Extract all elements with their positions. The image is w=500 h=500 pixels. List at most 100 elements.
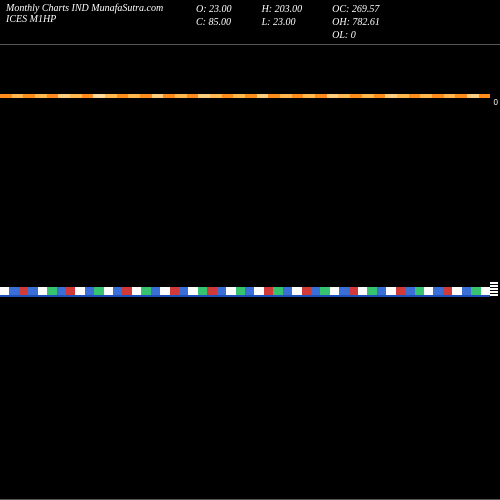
band-segment — [105, 94, 117, 98]
band-segment — [151, 287, 160, 295]
band-segment — [358, 287, 367, 295]
band-segment — [163, 94, 175, 98]
lower-band-underline — [0, 295, 490, 297]
stat-high: H: 203.00 — [262, 3, 303, 16]
band-segment — [93, 94, 105, 98]
band-segment — [113, 287, 122, 295]
band-segment — [397, 94, 409, 98]
stat-low: L: 23.00 — [262, 16, 303, 29]
band-segment — [122, 287, 131, 295]
band-segment — [207, 287, 216, 295]
band-segment — [424, 287, 433, 295]
band-segment — [303, 94, 315, 98]
band-segment — [433, 287, 442, 295]
stats-col-2: H: 203.00 L: 23.00 — [262, 3, 303, 44]
band-segment — [47, 94, 59, 98]
band-segment — [175, 94, 187, 98]
band-segment — [245, 287, 254, 295]
stats-col-1: O: 23.00 C: 85.00 — [196, 3, 232, 44]
title-right: ICES M1HP — [6, 14, 56, 25]
band-segment — [292, 287, 301, 295]
band-segment — [140, 94, 152, 98]
stat-open: O: 23.00 — [196, 3, 232, 16]
band-segment — [233, 94, 245, 98]
band-segment — [66, 287, 75, 295]
band-segment — [58, 94, 70, 98]
band-segment — [28, 287, 37, 295]
stack-bar — [490, 294, 498, 296]
band-segment — [268, 94, 280, 98]
band-segment — [481, 287, 490, 295]
header-left: Monthly Charts IND MunafaSutra.com ICES … — [6, 3, 196, 44]
band-segment — [455, 94, 467, 98]
band-segment — [257, 94, 269, 98]
band-segment — [443, 287, 452, 295]
band-segment — [444, 94, 456, 98]
band-segment — [210, 94, 222, 98]
band-segment — [432, 94, 444, 98]
band-segment — [0, 94, 12, 98]
band-segment — [75, 287, 84, 295]
band-segment — [471, 287, 480, 295]
band-segment — [311, 287, 320, 295]
band-segment — [245, 94, 257, 98]
band-segment — [327, 94, 339, 98]
band-segment — [254, 287, 263, 295]
band-segment — [38, 287, 47, 295]
band-segment — [0, 287, 9, 295]
band-segment — [82, 94, 94, 98]
band-segment — [377, 287, 386, 295]
band-segment — [273, 287, 282, 295]
band-segment — [302, 287, 311, 295]
stats-col-3: OC: 269.57 OH: 782.61 OL: 0 — [332, 3, 380, 44]
header-stats: O: 23.00 C: 85.00 H: 203.00 L: 23.00 OC:… — [196, 3, 380, 44]
upper-indicator-band — [0, 94, 490, 98]
chart-header: Monthly Charts IND MunafaSutra.com ICES … — [0, 0, 500, 44]
stat-oh: OH: 782.61 — [332, 16, 380, 29]
stack-bar — [490, 291, 498, 293]
band-segment — [462, 287, 471, 295]
band-segment — [85, 287, 94, 295]
band-segment — [128, 94, 140, 98]
right-candle-stack — [490, 282, 498, 296]
y-axis-label: 0 — [494, 98, 498, 107]
band-segment — [350, 94, 362, 98]
band-segment — [226, 287, 235, 295]
band-segment — [179, 287, 188, 295]
band-segment — [292, 94, 304, 98]
separator-line — [0, 44, 500, 45]
band-segment — [57, 287, 66, 295]
band-segment — [367, 287, 376, 295]
stack-bar — [490, 288, 498, 290]
band-segment — [217, 287, 226, 295]
band-segment — [330, 287, 339, 295]
stat-ol: OL: 0 — [332, 29, 380, 42]
band-segment — [339, 287, 348, 295]
band-segment — [385, 94, 397, 98]
stat-close: C: 85.00 — [196, 16, 232, 29]
band-segment — [23, 94, 35, 98]
band-segment — [187, 94, 199, 98]
title-left: Monthly Charts IND MunafaSutra.com — [6, 3, 163, 14]
band-segment — [70, 94, 82, 98]
band-segment — [47, 287, 56, 295]
band-segment — [362, 94, 374, 98]
stack-bar — [490, 285, 498, 287]
band-segment — [104, 287, 113, 295]
band-segment — [117, 94, 129, 98]
band-segment — [396, 287, 405, 295]
band-segment — [132, 287, 141, 295]
band-segment — [170, 287, 179, 295]
lower-indicator-band — [0, 287, 490, 295]
band-segment — [283, 287, 292, 295]
band-segment — [452, 287, 461, 295]
band-segment — [374, 94, 386, 98]
band-segment — [415, 287, 424, 295]
band-segment — [409, 94, 421, 98]
band-segment — [264, 287, 273, 295]
band-segment — [94, 287, 103, 295]
band-segment — [152, 94, 164, 98]
band-segment — [386, 287, 395, 295]
band-segment — [141, 287, 150, 295]
band-segment — [315, 94, 327, 98]
